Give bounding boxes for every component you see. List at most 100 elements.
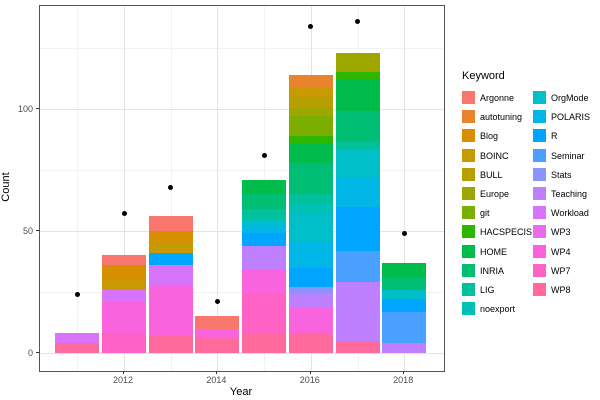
bar-2014: [195, 316, 240, 353]
bar-segment-boinc: [148, 240, 193, 253]
legend-item-hacspecis: HACSPECIS: [462, 225, 532, 239]
bar-segment-wp8: [55, 343, 100, 353]
bar-segment-home: [335, 79, 380, 112]
bar-segment-europe: [335, 52, 380, 73]
bar-segment-home: [288, 143, 333, 163]
bar-2017: [335, 52, 380, 353]
gridline-minor-horizontal: [40, 292, 444, 293]
legend-item-wp4: WP4: [533, 244, 600, 259]
bar-2015: [242, 179, 287, 353]
legend-item-label: HOME: [480, 246, 507, 257]
bar-segment-teaching: [335, 282, 380, 341]
legend-item-noexport: noexport: [462, 302, 532, 316]
legend-swatch: [462, 302, 475, 316]
bar-segment-boinc: [102, 279, 146, 290]
legend-item-label: Seminar: [551, 150, 585, 161]
x-axis-tick: [309, 371, 311, 374]
bar-segment-wp7: [242, 294, 287, 334]
bar-segment-lig: [335, 140, 380, 151]
bar-segment-hacspecis: [335, 72, 380, 80]
legend-item-label: WP4: [551, 246, 571, 257]
gridline-major-vertical: [217, 6, 219, 371]
legend-item-boinc: BOINC: [462, 148, 532, 163]
y-axis-tick: [36, 230, 39, 231]
bar-segment-hacspecis: [288, 135, 333, 144]
bar-segment-r: [148, 252, 193, 266]
legend-item-lig: LIG: [462, 283, 532, 297]
bar-segment-stats: [288, 287, 333, 295]
x-axis-tick: [403, 371, 405, 374]
data-point-2015: [261, 152, 267, 158]
legend-item-orgmode: OrgMode: [533, 91, 600, 105]
legend-item-label: POLARIS: [551, 112, 591, 123]
x-tick-label: 2014: [206, 375, 227, 385]
bar-segment-r: [288, 267, 333, 288]
legend-swatch: [462, 110, 475, 124]
legend-swatch: [462, 244, 475, 258]
legend-item-stats: Stats: [533, 167, 600, 182]
legend-item-label: INRIA: [480, 265, 505, 276]
y-tick-label: 0: [27, 347, 33, 358]
bar-segment-r: [382, 299, 427, 312]
bar-segment-boinc: [288, 87, 333, 97]
bar-segment-r: [242, 233, 287, 246]
bar-segment-inria: [242, 194, 287, 210]
bar-segment-europe: [288, 106, 333, 117]
legend-swatch: [462, 283, 475, 296]
legend-swatch: [462, 148, 475, 162]
bar-2018: [382, 262, 427, 353]
data-point-2017: [355, 18, 360, 24]
bar-segment-inria: [335, 111, 380, 141]
bar-segment-wp4: [148, 284, 193, 336]
gridline-major-horizontal: [40, 231, 444, 232]
bar-segment-autotuning: [288, 74, 333, 88]
legend-swatch: [462, 206, 475, 220]
bar-segment-home: [242, 179, 287, 195]
data-point-2018: [401, 230, 407, 236]
y-axis-title: Count: [0, 172, 12, 202]
x-tick-label: 2012: [112, 375, 134, 385]
gridline-major-vertical: [124, 6, 125, 371]
legend-item-r: R: [533, 129, 600, 143]
legend-swatch: [533, 110, 546, 124]
legend-swatch: [533, 206, 546, 220]
bar-segment-inria: [288, 162, 333, 195]
legend-item-autotuning: autotuning: [462, 110, 532, 124]
bar-segment-workload: [55, 333, 100, 344]
legend-item-europe: Europe: [462, 187, 532, 201]
data-point-2012: [121, 211, 127, 217]
bar-segment-lig: [242, 209, 287, 219]
legend-item-label: Workload: [551, 208, 589, 219]
legend-swatch: [462, 129, 475, 143]
legend-swatch: [533, 225, 546, 239]
legend-item-label: BOINC: [480, 150, 509, 161]
bar-2013: [148, 216, 193, 353]
legend-swatch: [533, 283, 546, 296]
x-axis-tick: [216, 371, 218, 374]
bar-segment-wp8: [148, 335, 193, 353]
legend-item-label: git: [480, 208, 490, 219]
bar-segment-wp4: [288, 306, 333, 334]
x-tick-label: 2016: [299, 375, 320, 385]
bar-segment-seminar: [382, 311, 427, 344]
legend-item-label: BULL: [480, 169, 503, 180]
bar-segment-argonne: [195, 316, 240, 329]
legend-item-label: Argonne: [480, 93, 515, 103]
data-point-2011: [74, 291, 80, 297]
bar-segment-workload: [102, 289, 146, 302]
gridline-minor-horizontal: [40, 48, 444, 49]
legend-item-label: HACSPECIS: [480, 227, 533, 238]
bar-2016: [288, 74, 333, 353]
bar-segment-wp8: [242, 333, 287, 353]
y-tick-label: 50: [22, 225, 33, 236]
plot-panel: [39, 5, 445, 372]
x-axis-tick: [123, 371, 124, 374]
y-tick-label: 100: [17, 103, 33, 114]
legend-swatch: [462, 225, 475, 239]
legend-swatch: [533, 244, 546, 258]
legend-swatch: [462, 187, 475, 200]
legend-item-label: Stats: [551, 169, 572, 180]
bar-segment-wp8: [288, 333, 333, 353]
bar-segment-wp8: [195, 338, 240, 353]
legend-item-label: Teaching: [551, 189, 588, 199]
